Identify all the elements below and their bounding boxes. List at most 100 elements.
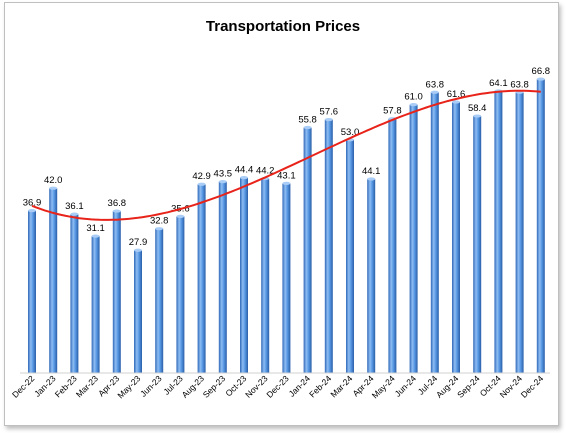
bar-Aug-23 xyxy=(197,182,206,373)
bar-Nov-23 xyxy=(261,176,270,373)
value-label: 36.8 xyxy=(108,198,127,209)
bar-cap xyxy=(282,181,291,185)
bar-body xyxy=(388,118,397,374)
value-label: 57.6 xyxy=(320,107,339,118)
x-tick-label: Jun-24 xyxy=(393,373,419,399)
value-label: 61.0 xyxy=(404,92,423,103)
value-label: 55.8 xyxy=(298,114,317,125)
bar-May-24 xyxy=(388,117,397,374)
bar-Feb-24 xyxy=(324,117,333,373)
x-tick-label: Sep-24 xyxy=(455,373,482,400)
bar-Oct-23 xyxy=(240,176,248,373)
x-tick-label: Aug-24 xyxy=(434,373,461,400)
bar-cap xyxy=(409,103,418,107)
bar-cap xyxy=(452,100,460,104)
x-tick-label: Dec-24 xyxy=(519,373,546,400)
bar-Jun-23 xyxy=(155,227,164,373)
value-label: 44.2 xyxy=(256,166,275,177)
bars-layer xyxy=(28,77,545,374)
value-label: 36.9 xyxy=(23,198,42,209)
bar-body xyxy=(134,250,142,373)
value-label: 43.1 xyxy=(277,170,296,181)
x-tick-label: Sep-23 xyxy=(201,373,228,400)
bar-cap xyxy=(240,176,248,180)
bar-Feb-23 xyxy=(70,212,79,373)
x-tick-label: Feb-24 xyxy=(307,373,333,399)
bar-Jan-24 xyxy=(303,125,312,373)
bar-body xyxy=(155,228,164,373)
x-tick-label: Jun-23 xyxy=(138,373,164,399)
bar-body xyxy=(49,188,58,373)
x-tick-label: May-24 xyxy=(370,373,397,400)
bar-body xyxy=(473,116,482,373)
value-label: 31.1 xyxy=(86,223,105,234)
value-label: 57.8 xyxy=(383,106,402,117)
bar-body xyxy=(303,127,312,373)
bar-cap xyxy=(367,177,376,181)
bar-cap xyxy=(112,209,121,213)
bar-Sep-23 xyxy=(218,180,227,373)
trend-line xyxy=(31,89,541,221)
bar-Dec-22 xyxy=(28,209,36,373)
bar-cap xyxy=(134,248,142,252)
bar-body xyxy=(112,211,121,373)
bar-body xyxy=(70,214,79,373)
bar-body xyxy=(515,92,524,373)
value-label: 44.4 xyxy=(235,165,254,176)
x-tick-label: Mar-23 xyxy=(74,373,100,399)
bar-Aug-24 xyxy=(452,100,460,374)
bar-Apr-23 xyxy=(112,209,121,373)
bar-body xyxy=(452,101,460,374)
bar-cap xyxy=(324,117,333,122)
x-tick-label: Nov-23 xyxy=(243,373,270,400)
value-label: 42.9 xyxy=(192,171,211,182)
bar-Jan-23 xyxy=(49,186,58,373)
bar-body xyxy=(494,90,503,374)
value-label: 63.8 xyxy=(510,79,529,90)
bar-cap xyxy=(28,209,36,213)
value-label: 58.4 xyxy=(468,103,487,114)
x-tick-labels-layer: Dec-22Jan-23Feb-23Mar-23Apr-23May-23Jun-… xyxy=(10,373,545,400)
value-label: 53.0 xyxy=(341,127,360,138)
bar-body xyxy=(324,119,333,373)
bar-Dec-23 xyxy=(282,181,291,373)
value-label: 66.8 xyxy=(532,66,551,77)
bar-May-23 xyxy=(134,248,142,373)
value-label: 44.1 xyxy=(362,166,381,177)
value-label: 43.5 xyxy=(214,169,233,180)
x-tick-label: Mar-24 xyxy=(328,373,354,399)
bar-body xyxy=(91,236,100,373)
bar-body xyxy=(218,181,227,373)
bar-cap xyxy=(536,77,545,81)
bar-body xyxy=(430,92,439,373)
bar-cap xyxy=(176,214,185,218)
value-label: 42.0 xyxy=(44,175,63,186)
bar-cap xyxy=(218,180,227,184)
value-label: 32.8 xyxy=(150,216,169,227)
value-label: 27.9 xyxy=(129,237,148,248)
x-tick-label: Dec-22 xyxy=(10,373,37,400)
bar-body xyxy=(282,183,291,373)
bar-cap xyxy=(70,212,79,216)
bar-Oct-24 xyxy=(494,89,503,374)
bar-Dec-24 xyxy=(536,77,545,373)
bar-body xyxy=(409,104,418,373)
value-label: 61.6 xyxy=(447,89,466,100)
value-label: 63.8 xyxy=(426,79,445,90)
bar-Jul-24 xyxy=(430,90,439,373)
bar-cap xyxy=(197,182,206,186)
bar-cap xyxy=(473,114,482,118)
chart-title: Transportation Prices xyxy=(206,18,360,35)
bar-body xyxy=(176,216,185,373)
bar-cap xyxy=(303,125,312,130)
bar-Nov-24 xyxy=(515,90,524,373)
bar-Apr-24 xyxy=(367,177,376,373)
x-tick-label: May-23 xyxy=(115,373,142,400)
bar-body xyxy=(197,184,206,373)
bar-Mar-24 xyxy=(346,138,354,373)
x-tick-label: Nov-24 xyxy=(498,373,525,400)
bar-body xyxy=(346,139,354,373)
bar-body xyxy=(28,210,36,373)
x-tick-label: Aug-23 xyxy=(180,373,207,400)
bar-Mar-23 xyxy=(91,234,100,373)
